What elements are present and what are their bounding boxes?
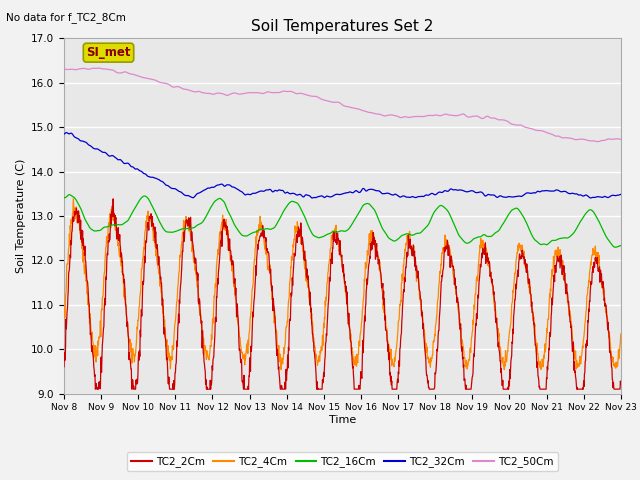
Text: SI_met: SI_met — [86, 46, 131, 59]
Legend: TC2_2Cm, TC2_4Cm, TC2_16Cm, TC2_32Cm, TC2_50Cm: TC2_2Cm, TC2_4Cm, TC2_16Cm, TC2_32Cm, TC… — [127, 452, 558, 471]
Title: Soil Temperatures Set 2: Soil Temperatures Set 2 — [252, 20, 433, 35]
Text: No data for f_TC2_8Cm: No data for f_TC2_8Cm — [6, 12, 126, 23]
X-axis label: Time: Time — [329, 415, 356, 425]
Y-axis label: Soil Temperature (C): Soil Temperature (C) — [15, 159, 26, 273]
